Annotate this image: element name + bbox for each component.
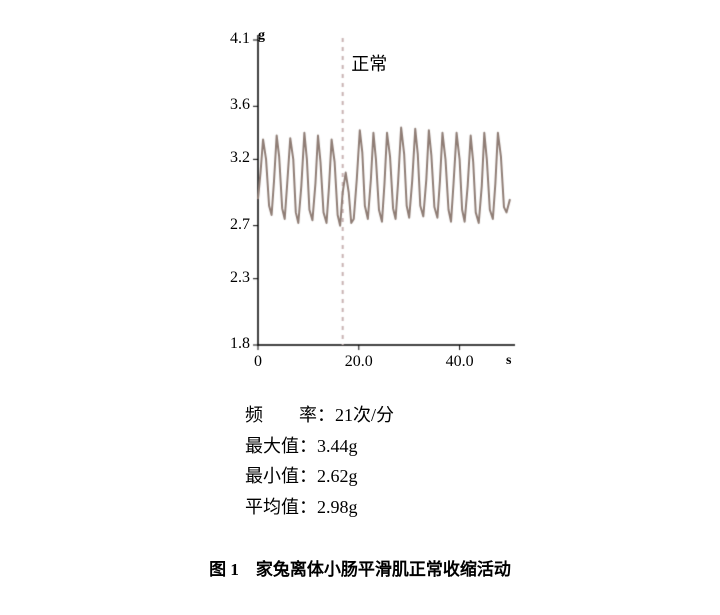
y-tick-label: 4.1 <box>220 30 250 48</box>
y-tick-label: 2.7 <box>220 216 250 234</box>
y-tick-label: 2.3 <box>220 269 250 287</box>
stat-min-label: 最小值： <box>245 466 317 486</box>
y-tick-label: 3.2 <box>220 149 250 167</box>
stats-block: 频 率：21次/分 最大值：3.44g 最小值：2.62g 平均值：2.98g <box>245 400 394 522</box>
stat-mean-label: 平均值： <box>245 497 317 517</box>
stat-frequency: 频 率：21次/分 <box>245 400 394 431</box>
stat-min: 最小值：2.62g <box>245 461 394 492</box>
stat-max-label: 最大值： <box>245 436 317 456</box>
x-tick-label: 0 <box>238 353 278 371</box>
x-tick-label: 40.0 <box>440 353 480 371</box>
figure-caption: 图 1 家兔离体小肠平滑肌正常收缩活动 <box>0 555 720 580</box>
x-tick-label: 20.0 <box>339 353 379 371</box>
chart-annotation: 正常 <box>351 50 387 76</box>
chart-container: g 1.8 2.3 2.7 3.2 3.6 4.1 0 20.0 40.0 s 正常 <box>210 20 520 380</box>
stat-frequency-value: 21次/分 <box>335 405 394 425</box>
y-tick-label: 1.8 <box>220 335 250 353</box>
stat-min-value: 2.62g <box>317 466 358 486</box>
stat-max: 最大值：3.44g <box>245 431 394 462</box>
stat-frequency-label: 频 率： <box>245 405 335 425</box>
stat-max-value: 3.44g <box>317 436 358 456</box>
y-axis-unit: g <box>258 28 265 44</box>
x-axis-unit: s <box>506 353 511 369</box>
stat-mean: 平均值：2.98g <box>245 492 394 523</box>
stat-mean-value: 2.98g <box>317 497 358 517</box>
y-tick-label: 3.6 <box>220 96 250 114</box>
